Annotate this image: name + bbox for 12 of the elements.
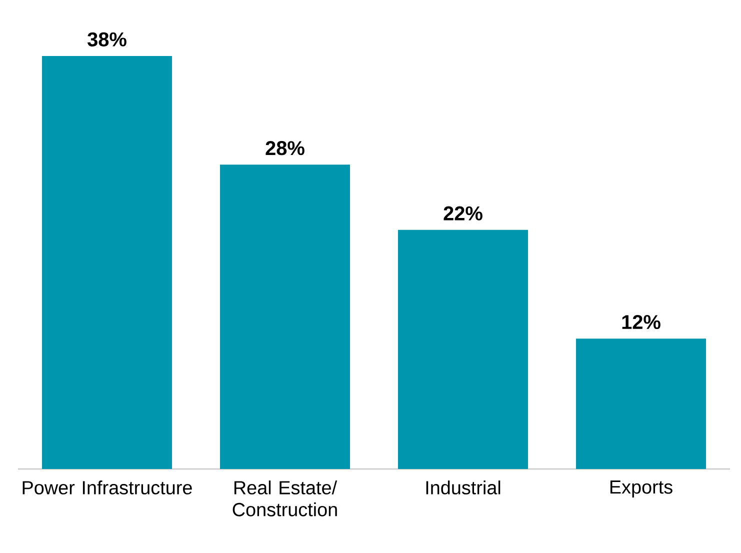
bar (398, 230, 528, 469)
x-tick-label: Industrial (426, 480, 500, 494)
data-label: 38% (88, 32, 126, 46)
data-label: 28% (266, 141, 304, 156)
x-tick-label: Exports (610, 480, 672, 498)
bar (220, 164, 350, 469)
data-label: 12% (622, 314, 660, 330)
data-label: 22% (444, 206, 482, 220)
x-tick-label: Power Infrastructure (22, 480, 192, 494)
bar (42, 56, 172, 469)
bar (576, 338, 706, 469)
x-tick-label: Real Estate/ Construction (232, 480, 338, 516)
